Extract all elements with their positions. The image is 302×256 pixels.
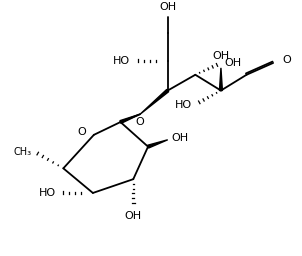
Text: OH: OH	[172, 133, 189, 143]
Polygon shape	[140, 89, 169, 114]
Text: O: O	[136, 117, 145, 127]
Text: HO: HO	[39, 188, 56, 198]
Text: CH₃: CH₃	[14, 147, 32, 157]
Text: OH: OH	[212, 51, 230, 61]
Polygon shape	[220, 68, 222, 91]
Polygon shape	[120, 114, 140, 123]
Polygon shape	[148, 140, 168, 148]
Text: OH: OH	[224, 58, 241, 68]
Text: OH: OH	[125, 211, 142, 221]
Text: HO: HO	[175, 100, 192, 110]
Text: OH: OH	[159, 2, 176, 12]
Text: O: O	[282, 55, 291, 65]
Text: HO: HO	[113, 56, 130, 66]
Text: O: O	[77, 127, 86, 137]
